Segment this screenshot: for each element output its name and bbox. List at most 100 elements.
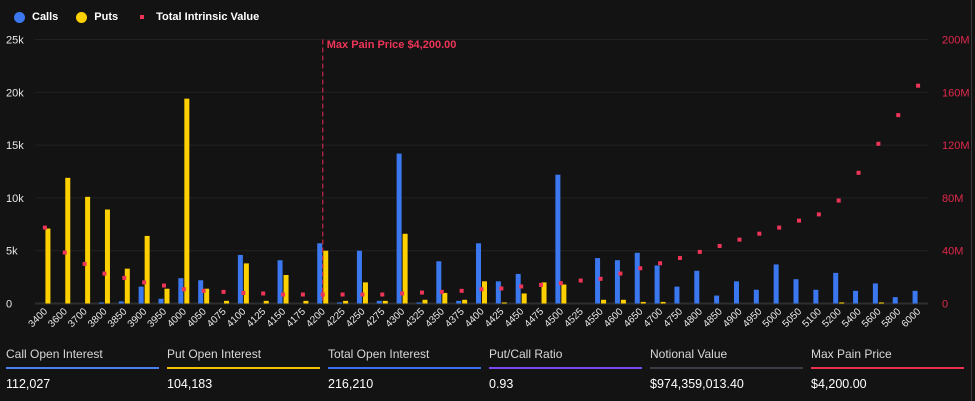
stat-total-oi: Total Open Interest 216,210 bbox=[328, 347, 481, 391]
left-tick-label: 25k bbox=[6, 35, 24, 47]
x-tick-label: 4075 bbox=[205, 306, 229, 330]
x-tick-label: 4550 bbox=[582, 306, 606, 330]
call-bar bbox=[396, 153, 402, 304]
x-tick-label: 4525 bbox=[562, 306, 586, 330]
put-bar bbox=[104, 209, 110, 304]
x-tick-label: 4050 bbox=[185, 306, 209, 330]
x-tick-label: 5050 bbox=[781, 306, 805, 330]
stat-underline bbox=[167, 367, 320, 369]
tiv-point bbox=[439, 289, 444, 294]
stat-label: Put/Call Ratio bbox=[489, 347, 563, 361]
stat-call-oi: Call Open Interest 112,027 bbox=[6, 347, 159, 391]
put-bar bbox=[501, 302, 507, 304]
call-bar bbox=[853, 290, 859, 304]
x-tick-label: 3950 bbox=[146, 306, 170, 330]
stat-put-call-ratio: Put/Call Ratio 0.93 bbox=[489, 347, 642, 391]
right-tick-label: 120M bbox=[942, 140, 970, 152]
tiv-point bbox=[241, 290, 246, 295]
put-bar bbox=[303, 300, 309, 304]
tiv-point bbox=[400, 291, 405, 296]
put-bar bbox=[204, 288, 210, 304]
put-bar bbox=[263, 300, 269, 304]
tiv-point bbox=[697, 249, 702, 254]
stat-label: Put Open Interest bbox=[167, 347, 262, 361]
x-tick-label: 4425 bbox=[483, 306, 507, 330]
tiv-point bbox=[380, 292, 385, 297]
tiv-point bbox=[42, 225, 47, 230]
call-bar bbox=[515, 273, 521, 304]
put-bar bbox=[164, 288, 170, 304]
put-bar bbox=[85, 196, 91, 304]
legend-tiv[interactable]: Total Intrinsic Value bbox=[136, 11, 259, 23]
puts-dot-icon bbox=[76, 11, 88, 23]
tiv-point bbox=[797, 218, 802, 223]
tiv-square-icon bbox=[140, 15, 145, 19]
legend-puts[interactable]: Puts bbox=[76, 11, 118, 23]
call-bar bbox=[436, 261, 442, 304]
stat-value: 104,183 bbox=[167, 377, 213, 391]
put-bar bbox=[243, 263, 249, 304]
tiv-point bbox=[578, 278, 583, 283]
left-tick-label: 5k bbox=[6, 246, 18, 258]
left-tick-label: 20k bbox=[6, 87, 24, 99]
x-tick-label: 5800 bbox=[880, 306, 904, 330]
put-bar bbox=[224, 300, 230, 304]
tiv-point bbox=[856, 170, 861, 175]
x-tick-label: 4250 bbox=[344, 306, 368, 330]
x-tick-label: 4800 bbox=[681, 306, 705, 330]
tiv-point bbox=[499, 286, 504, 291]
put-bar bbox=[124, 268, 130, 304]
call-bar bbox=[773, 264, 779, 304]
x-tick-label: 4325 bbox=[404, 306, 428, 330]
tiv-point bbox=[102, 271, 107, 276]
right-tick-label: 160M bbox=[942, 87, 970, 99]
call-bar bbox=[456, 300, 462, 304]
right-tick-label: 40M bbox=[942, 246, 963, 258]
put-bar bbox=[45, 228, 51, 304]
stat-underline bbox=[6, 367, 159, 369]
stat-underline bbox=[650, 367, 803, 369]
put-bar bbox=[422, 299, 428, 304]
calls-dot-icon bbox=[14, 11, 25, 23]
call-bar bbox=[416, 302, 422, 304]
stat-value: 0.93 bbox=[489, 377, 514, 391]
put-bar bbox=[878, 302, 884, 304]
put-bar bbox=[541, 282, 547, 304]
stat-label: Notional Value bbox=[650, 347, 728, 361]
call-bar bbox=[118, 301, 124, 304]
tiv-point bbox=[618, 271, 623, 276]
call-bar bbox=[317, 243, 323, 304]
x-tick-label: 3850 bbox=[106, 306, 130, 330]
put-bar bbox=[402, 233, 408, 304]
tiv-point bbox=[876, 141, 881, 146]
x-tick-label: 4600 bbox=[602, 306, 626, 330]
right-tick-label: 200M bbox=[942, 35, 970, 47]
tiv-point bbox=[122, 275, 127, 280]
x-tick-label: 4350 bbox=[423, 306, 447, 330]
call-bar bbox=[376, 300, 382, 304]
call-bar bbox=[753, 289, 759, 304]
tiv-point bbox=[201, 288, 206, 293]
tiv-point bbox=[677, 255, 682, 260]
x-tick-label: 4500 bbox=[542, 306, 566, 330]
tiv-point bbox=[360, 292, 365, 297]
x-tick-label: 4375 bbox=[443, 306, 467, 330]
max-pain-label: Max Pain Price $4,200.00 bbox=[327, 39, 457, 51]
tiv-point bbox=[519, 284, 524, 289]
x-tick-label: 5600 bbox=[860, 306, 884, 330]
tiv-point bbox=[142, 280, 147, 285]
call-bar bbox=[793, 279, 799, 304]
put-bar bbox=[362, 282, 368, 304]
tiv-point bbox=[340, 292, 345, 297]
chart-legend: Calls Puts Total Intrinsic Value bbox=[14, 11, 277, 23]
tiv-point bbox=[221, 289, 226, 294]
put-bar bbox=[144, 235, 150, 304]
x-tick-label: 4200 bbox=[304, 306, 328, 330]
right-tick-label: 80M bbox=[942, 193, 963, 205]
x-tick-label: 6000 bbox=[900, 306, 924, 330]
stat-value: $4,200.00 bbox=[811, 377, 867, 391]
x-tick-label: 4175 bbox=[285, 306, 309, 330]
tiv-point bbox=[62, 250, 67, 255]
call-bar bbox=[495, 281, 501, 304]
legend-calls[interactable]: Calls bbox=[14, 11, 58, 23]
